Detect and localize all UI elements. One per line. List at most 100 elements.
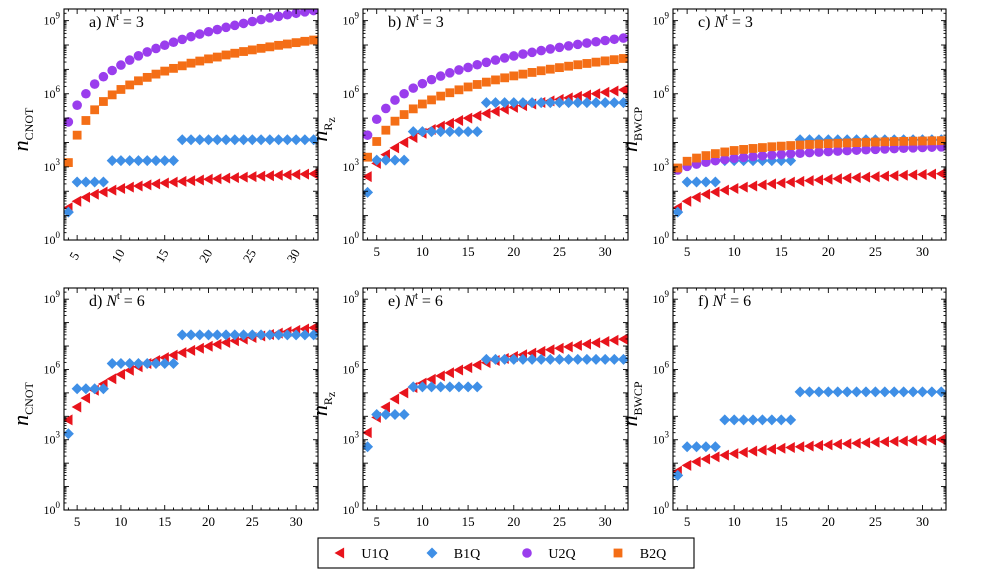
- x-tick-label: 25: [869, 244, 882, 259]
- data-point-B1Q: [299, 329, 311, 341]
- data-point-B1Q: [363, 441, 374, 453]
- x-tick-label: 30: [916, 514, 929, 529]
- data-point-B1Q: [617, 97, 628, 109]
- data-point-B1Q: [916, 386, 928, 398]
- data-point-B2Q: [701, 151, 711, 161]
- data-point-B1Q: [220, 134, 232, 146]
- x-tick-label: 15: [775, 244, 788, 259]
- x-tick-label: 10: [728, 244, 741, 259]
- data-point-U1Q: [97, 186, 108, 198]
- data-point-B2Q: [186, 58, 196, 68]
- data-point-B1Q: [194, 329, 206, 341]
- data-point-B1Q: [935, 386, 946, 398]
- data-point-U2Q: [107, 65, 117, 76]
- data-point-U2Q: [880, 144, 890, 154]
- data-point-U2Q: [832, 146, 843, 156]
- data-point-U2Q: [177, 34, 188, 45]
- data-point-B1Q: [398, 408, 410, 420]
- data-point-B2Q: [582, 59, 592, 68]
- data-point-U2Q: [785, 148, 796, 159]
- data-point-U2Q: [481, 57, 492, 68]
- data-point-B1Q: [898, 386, 910, 398]
- x-tick-label: 30: [916, 244, 929, 259]
- data-point-U1Q: [756, 444, 767, 456]
- data-point-B1Q: [700, 441, 712, 453]
- x-tick-label: 20: [202, 514, 215, 529]
- data-point-B1Q: [471, 126, 483, 138]
- data-point-B2Q: [908, 136, 918, 146]
- data-point-U1Q: [822, 173, 833, 185]
- data-point-B1Q: [453, 381, 465, 393]
- data-point-B2Q: [692, 153, 701, 163]
- data-point-B2Q: [282, 39, 292, 49]
- data-point-B1Q: [176, 134, 188, 146]
- data-point-B2Q: [472, 80, 482, 89]
- data-point-B1Q: [167, 357, 179, 369]
- data-point-U1Q: [691, 191, 701, 203]
- data-point-U2Q: [463, 62, 473, 73]
- data-point-U1Q: [888, 170, 899, 182]
- data-point-U2Q: [445, 68, 455, 78]
- data-point-B1Q: [851, 386, 863, 398]
- data-point-U1Q: [738, 181, 748, 193]
- plot-frame: [672, 287, 947, 511]
- data-point-U1Q: [935, 433, 946, 445]
- data-point-U1Q: [211, 173, 222, 185]
- data-point-B1Q: [281, 134, 293, 146]
- data-point-B2Q: [795, 140, 805, 150]
- data-point-B1Q: [681, 176, 693, 188]
- data-point-U1Q: [115, 183, 126, 195]
- data-point-B1Q: [766, 414, 778, 426]
- data-point-U2Q: [72, 100, 82, 110]
- data-point-U1Q: [709, 451, 720, 463]
- data-point-U1Q: [709, 186, 720, 198]
- data-point-U1Q: [572, 339, 582, 351]
- data-point-U1Q: [471, 359, 482, 371]
- data-point-U2Q: [454, 65, 464, 75]
- data-point-B1Q: [590, 97, 602, 109]
- data-point-U1Q: [851, 172, 861, 184]
- data-point-U1Q: [747, 445, 758, 457]
- data-point-B1Q: [747, 414, 759, 426]
- data-point-U1Q: [426, 373, 436, 385]
- data-point-U1Q: [775, 177, 786, 189]
- data-point-B2Q: [936, 136, 946, 146]
- data-point-U2Q: [508, 51, 519, 61]
- data-point-B1Q: [471, 381, 483, 393]
- data-point-U1Q: [728, 183, 739, 195]
- y-axis-label: nBWCP: [617, 381, 645, 426]
- x-tick-label: 20: [822, 514, 835, 529]
- data-point-B1Q: [775, 414, 787, 426]
- data-point-U1Q: [71, 195, 82, 207]
- data-point-U1Q: [444, 367, 454, 379]
- data-point-B2Q: [842, 138, 852, 148]
- data-point-B1Q: [238, 134, 250, 146]
- data-point-B1Q: [246, 134, 258, 146]
- data-point-B1Q: [255, 329, 267, 341]
- data-point-B1Q: [907, 386, 919, 398]
- data-point-U1Q: [879, 170, 889, 182]
- data-point-B1Q: [535, 97, 547, 109]
- panel-f: 100 103 106 109 5 10 15 20 25 30 f) Nt = 6 nBWCP: [617, 287, 947, 529]
- data-point-U1Q: [888, 435, 899, 447]
- data-point-B2Q: [786, 141, 796, 150]
- data-point-U2Q: [194, 29, 205, 39]
- legend: U1Q B1Q U2Q B2Q: [317, 537, 695, 569]
- data-point-U1Q: [832, 173, 842, 185]
- data-point-B2Q: [300, 36, 310, 46]
- plot-frame: [362, 287, 629, 511]
- data-point-U1Q: [389, 142, 400, 154]
- data-point-U2Q: [527, 47, 537, 58]
- data-point-B1Q: [673, 469, 684, 481]
- data-point-U2Q: [221, 22, 231, 33]
- data-point-U1Q: [785, 442, 795, 454]
- series-B1Q: [673, 386, 946, 481]
- data-point-B1Q: [517, 353, 529, 365]
- data-point-B2Q: [363, 152, 372, 162]
- data-point-B2Q: [390, 116, 400, 126]
- data-point-U1Q: [124, 181, 134, 193]
- x-tick-label: 5: [684, 514, 691, 529]
- data-point-B1Q: [115, 155, 127, 167]
- x-tick-label: 30: [290, 514, 303, 529]
- data-point-B1Q: [97, 383, 109, 395]
